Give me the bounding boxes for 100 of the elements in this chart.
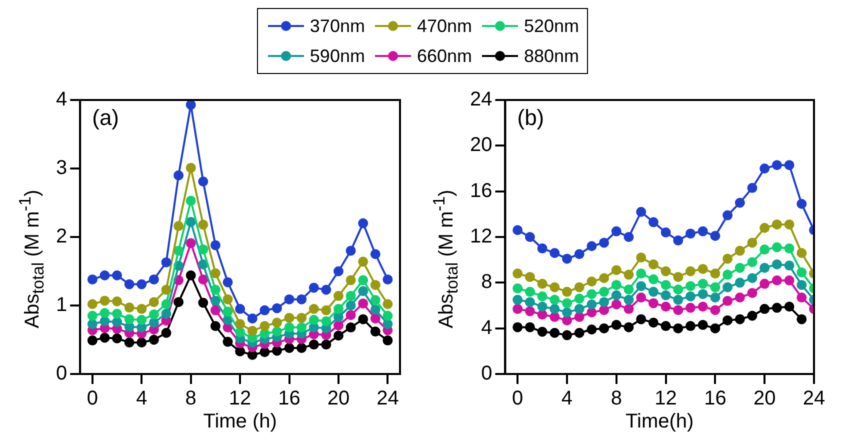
point [574, 328, 584, 338]
point [370, 326, 380, 337]
point [124, 302, 134, 313]
point [636, 281, 646, 292]
point [747, 310, 758, 321]
point [660, 266, 671, 276]
point [698, 278, 708, 289]
point [247, 326, 258, 336]
point [734, 262, 745, 273]
point [599, 297, 610, 308]
point [747, 288, 758, 298]
point [210, 284, 220, 295]
point [148, 297, 159, 308]
point [148, 274, 159, 284]
point [796, 267, 807, 278]
point [346, 246, 356, 256]
point [148, 309, 159, 320]
point [210, 240, 220, 250]
point [333, 312, 344, 322]
point [512, 304, 523, 314]
point [100, 296, 110, 306]
point [537, 278, 548, 289]
x-tick-label: 4 [561, 388, 573, 410]
x-tick-label: 12 [654, 388, 677, 410]
point [537, 310, 548, 320]
point [87, 310, 98, 321]
point [648, 274, 658, 284]
point [624, 304, 634, 314]
x-tick-label: 8 [185, 388, 196, 410]
point [161, 257, 172, 268]
point [574, 282, 584, 292]
point [760, 244, 770, 255]
point [550, 304, 560, 314]
legend-label: 520nm [524, 16, 580, 36]
point [698, 264, 708, 274]
point [673, 284, 684, 295]
point [796, 248, 807, 258]
x-axis-title: Time(h) [626, 410, 694, 433]
point [648, 318, 658, 328]
point [198, 274, 208, 284]
point [308, 304, 319, 314]
point [382, 299, 393, 310]
point [124, 279, 134, 290]
point [370, 314, 380, 324]
point [796, 292, 807, 303]
point [624, 284, 634, 295]
point [772, 219, 782, 230]
point [346, 310, 356, 320]
point [296, 322, 307, 332]
point [100, 270, 110, 280]
point [112, 308, 122, 319]
point [112, 316, 122, 327]
x-tick-label: 16 [278, 388, 300, 410]
point [611, 265, 622, 276]
point [136, 314, 147, 325]
point [698, 320, 708, 330]
y-tick-label: 4 [56, 88, 68, 111]
point [174, 297, 184, 308]
point [524, 297, 535, 308]
point [686, 281, 696, 292]
x-tick-label: 20 [327, 388, 350, 410]
point [660, 227, 671, 238]
x-tick-label: 20 [753, 388, 776, 410]
point [722, 254, 733, 264]
point [648, 286, 658, 297]
point [186, 162, 196, 173]
point [747, 273, 758, 284]
point [198, 259, 208, 270]
point [112, 270, 122, 280]
point [772, 160, 782, 170]
point [148, 318, 159, 328]
point [272, 346, 282, 356]
point [524, 232, 535, 242]
point [611, 290, 622, 300]
point [524, 286, 535, 297]
point [358, 286, 368, 296]
y-tick-label: 3 [56, 157, 68, 180]
point [235, 346, 246, 356]
point [562, 307, 572, 318]
point [784, 219, 794, 230]
x-tick-label: 8 [610, 388, 622, 410]
point [296, 294, 307, 304]
point [210, 305, 220, 316]
point [358, 256, 368, 267]
point [636, 252, 646, 263]
legend-label: 880nm [524, 46, 580, 66]
point [747, 257, 758, 268]
point [100, 332, 110, 343]
point [136, 279, 147, 290]
point [247, 314, 258, 324]
point [358, 314, 368, 324]
legend-label: 470nm [416, 16, 472, 36]
point [686, 321, 696, 332]
point [272, 326, 282, 337]
point [710, 282, 720, 292]
y-tick-label: 12 [470, 226, 492, 248]
point [734, 198, 745, 208]
point [660, 321, 671, 332]
point [321, 284, 332, 295]
point [382, 335, 393, 346]
